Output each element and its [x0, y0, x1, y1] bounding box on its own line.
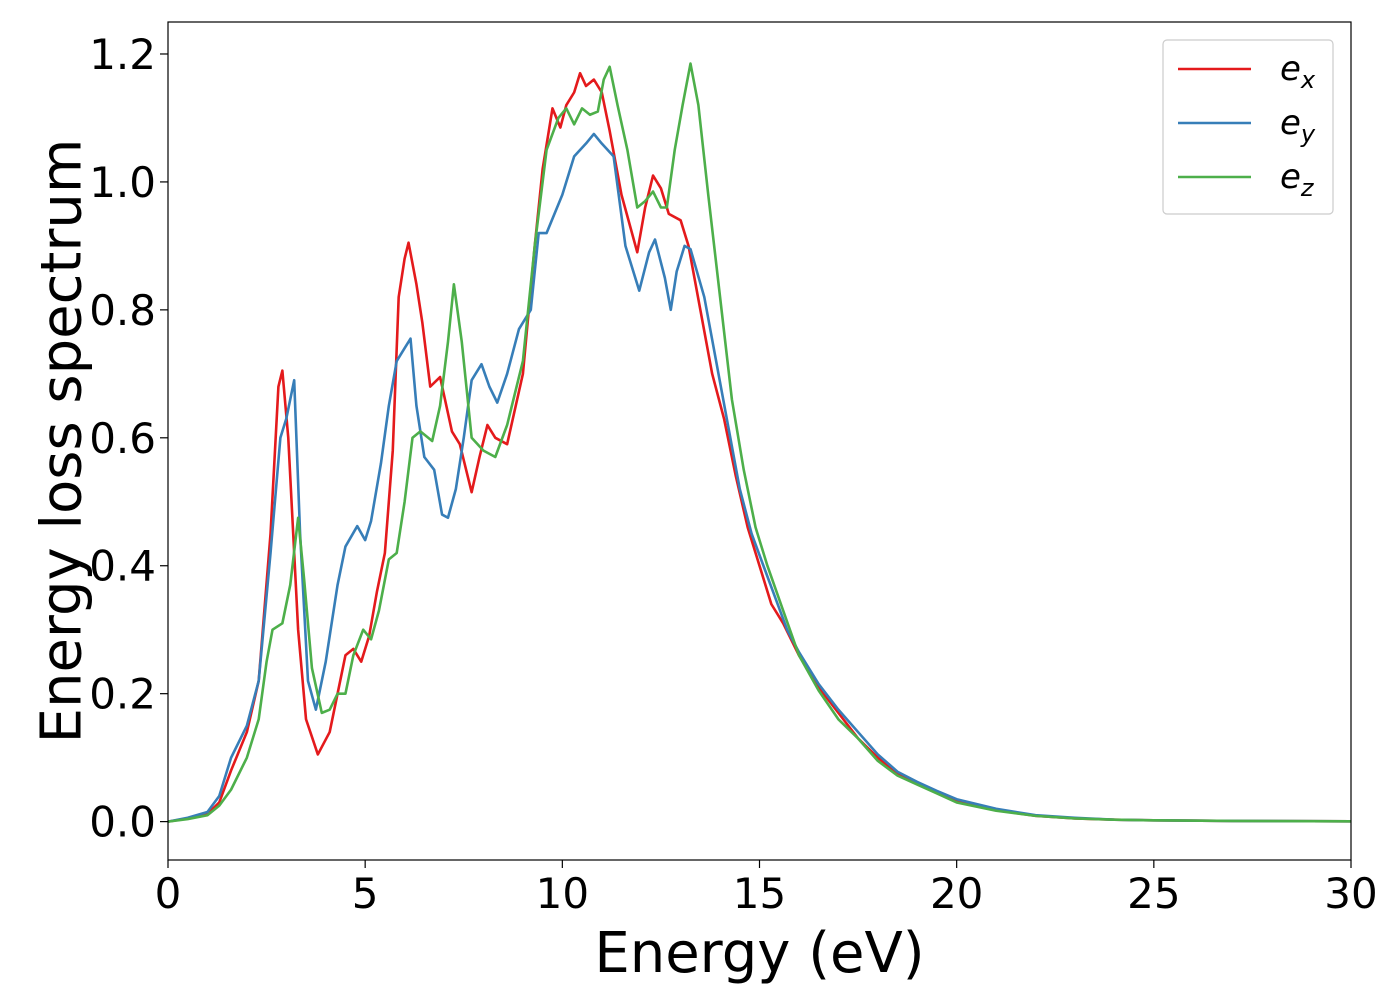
series-line-z	[167, 62, 1352, 823]
x-tick-label: 5	[352, 869, 379, 918]
legend: ex ey ez	[1162, 39, 1334, 215]
y-tick-label: 0.0	[89, 798, 156, 847]
series-line-x	[167, 71, 1352, 823]
x-tick-label: 20	[930, 869, 983, 918]
series-line-y	[167, 132, 1352, 823]
series-layer	[167, 62, 1352, 823]
y-tick-label: 0.2	[89, 670, 156, 719]
y-tick-label: 0.4	[89, 542, 156, 591]
x-tick-label: 0	[155, 869, 182, 918]
y-tick-label: 1.0	[89, 158, 156, 207]
y-tick-label: 0.8	[89, 286, 156, 335]
x-axis-title: Energy (eV)	[594, 921, 924, 986]
x-tick-label: 15	[733, 869, 786, 918]
y-axis-title: Energy loss spectrum	[30, 139, 95, 744]
legend-box	[1162, 39, 1334, 215]
legend-label-z: ez	[1280, 157, 1315, 202]
ticks-layer: 0 5 10 15 20 25 30 0.0 0.2 0.4 0.6 0.8 1.0 1.2	[89, 30, 1378, 918]
x-tick-label: 10	[536, 869, 589, 918]
x-tick-label: 25	[1127, 869, 1180, 918]
y-tick-label: 0.6	[89, 414, 156, 463]
legend-label-y: ey	[1280, 103, 1316, 148]
legend-label-x: ex	[1280, 49, 1316, 94]
y-tick-label: 1.2	[89, 30, 156, 79]
x-tick-label: 30	[1324, 869, 1377, 918]
